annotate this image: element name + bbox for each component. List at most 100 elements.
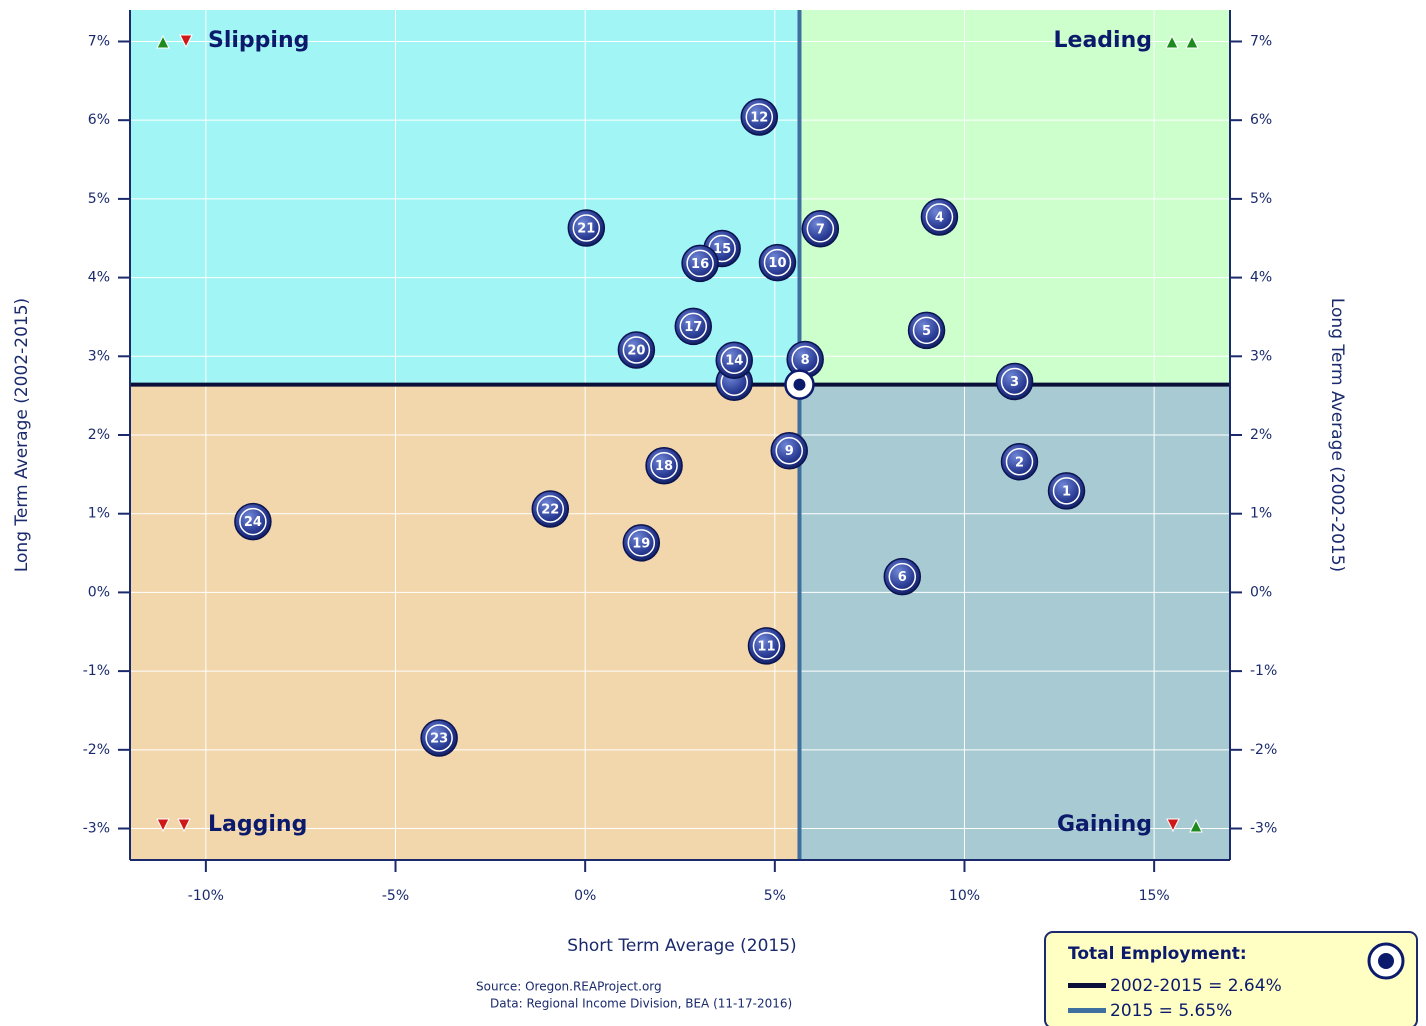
point: 12: [740, 98, 779, 136]
y2-axis-title: Long Term Average (2002-2015): [1327, 298, 1347, 572]
point: 18: [645, 446, 683, 485]
point-label: 6: [898, 570, 907, 585]
quadrant-label: Lagging: [208, 812, 307, 837]
point: 11: [747, 627, 786, 665]
point: 8: [786, 340, 824, 379]
point: 20: [617, 331, 656, 369]
bubble-ring: [1005, 448, 1034, 476]
bubble-ring: [745, 103, 774, 131]
y-tick-label: 1%: [88, 506, 110, 522]
bubble-ring: [686, 249, 714, 278]
grid: [130, 10, 1230, 860]
data-note: Data: Regional Income Division, BEA (11-…: [490, 997, 792, 1011]
bubble-ring: [572, 214, 601, 242]
point-label: 2: [1015, 455, 1024, 470]
y2-tick-label: 7%: [1250, 33, 1272, 49]
y-tick-label: 3%: [88, 348, 110, 364]
bubble-ring: [752, 632, 781, 660]
legend-swatch: [1068, 983, 1106, 988]
y2-tick-label: -3%: [1250, 821, 1277, 837]
y-tick-label: 2%: [88, 427, 110, 443]
y2-tick-label: 5%: [1250, 191, 1272, 207]
point: 19: [622, 524, 661, 562]
point: 5: [907, 311, 946, 350]
point-label: 7: [816, 222, 825, 237]
quadrant-label: Slipping: [208, 28, 309, 53]
legend-box: [1044, 931, 1418, 1026]
point: 10: [758, 243, 797, 282]
legend-entry: 2015 = 5.65%: [1110, 1001, 1232, 1021]
point-label: 12: [750, 111, 768, 126]
bubble-ring: [806, 215, 835, 243]
point-label: 10: [768, 256, 786, 271]
point-label: 21: [577, 222, 595, 237]
point-label: 11: [757, 639, 775, 654]
legend-marker: [1378, 953, 1394, 969]
point: 22: [531, 490, 570, 528]
x-tick-label: 15%: [1139, 888, 1170, 904]
reference-marker-dot: [793, 378, 806, 391]
point: 17: [674, 307, 713, 346]
point: 6: [883, 557, 922, 596]
bubble-ring: [912, 316, 941, 345]
point-label: 15: [713, 242, 731, 257]
bubble-ring: [679, 312, 708, 341]
x-tick-label: 10%: [949, 888, 980, 904]
point: 2: [1000, 443, 1039, 481]
x-tick-label: 0%: [574, 888, 596, 904]
y2-tick-label: 3%: [1250, 348, 1272, 364]
y-tick-label: -1%: [83, 663, 110, 679]
bubble-ring: [925, 203, 954, 231]
y2-tick-label: -1%: [1250, 663, 1277, 679]
y-axis-title: Long Term Average (2002-2015): [12, 298, 32, 572]
y-tick-label: 4%: [88, 270, 110, 286]
y-tick-label: -2%: [83, 742, 110, 758]
point-label: 16: [691, 257, 709, 272]
bubble-ring: [536, 495, 565, 523]
point: 24: [234, 502, 272, 541]
bubble-ring: [425, 724, 453, 752]
axes: -10% -5% 0% 5% 10% 15%-3% -3%-2% -2%-1% -1%0% 0%1…: [83, 10, 1277, 904]
source: Source: Oregon.REAProject.org: [476, 980, 662, 994]
quadrant: [799, 10, 1230, 385]
point-label: 18: [655, 459, 673, 474]
point-label: 8: [801, 353, 810, 368]
point-label: 23: [430, 732, 448, 747]
bubble-ring: [239, 507, 267, 536]
point-label: 9: [785, 444, 794, 459]
x-tick-label: -10%: [188, 888, 224, 904]
y2-tick-label: -2%: [1250, 742, 1277, 758]
bubble-ring: [650, 451, 678, 480]
legend-entry: 2002-2015 = 2.64%: [1110, 976, 1282, 996]
point: 14: [715, 341, 753, 379]
y-tick-label: -3%: [83, 821, 110, 837]
point-label: 19: [632, 536, 650, 551]
point: 23: [420, 719, 458, 757]
y-tick-label: 5%: [88, 191, 110, 207]
y2-tick-label: 2%: [1250, 427, 1272, 443]
y2-tick-label: 0%: [1250, 584, 1272, 600]
point-label: 3: [1010, 375, 1019, 390]
point: 16: [681, 244, 719, 283]
quadrant-label: Gaining: [1057, 812, 1152, 837]
bubble-ring: [763, 248, 792, 277]
point-label: 17: [684, 320, 702, 335]
reference-lines: [130, 10, 1230, 860]
y2-tick-label: 4%: [1250, 270, 1272, 286]
point-label: 5: [922, 324, 931, 339]
point: 9: [770, 431, 808, 470]
point-label: 24: [244, 515, 262, 530]
point: 4: [920, 198, 959, 236]
bubble-ring: [720, 346, 748, 374]
point-label: 14: [725, 354, 743, 369]
bubble-ring: [1052, 477, 1081, 505]
legend-title: Total Employment:: [1068, 944, 1247, 964]
bubble-ring: [1000, 367, 1029, 396]
trend-icons: [156, 34, 1203, 833]
bubble-ring: [775, 436, 803, 465]
legend-swatch: [1068, 1008, 1106, 1013]
point: 7: [801, 210, 840, 248]
y2-tick-label: 1%: [1250, 506, 1272, 522]
